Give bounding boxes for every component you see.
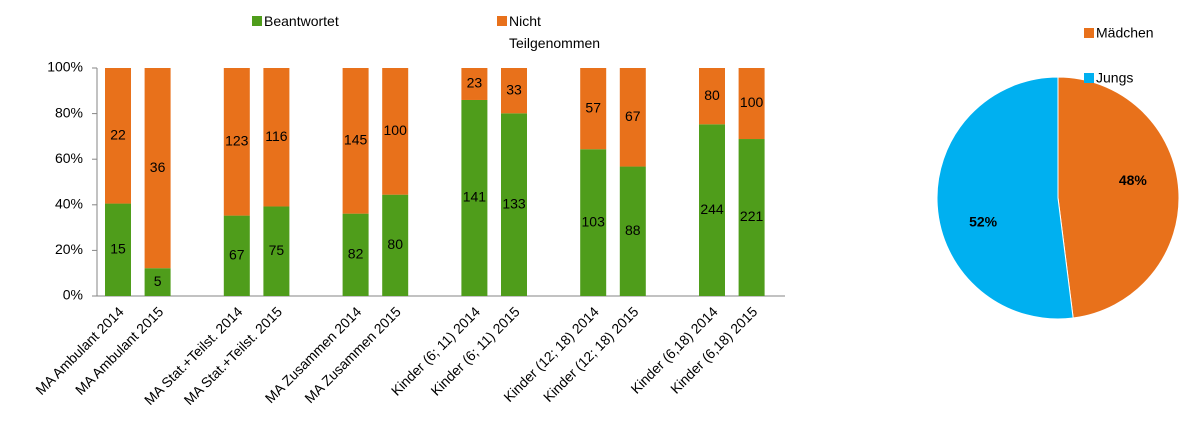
data-label: 244 <box>700 201 724 217</box>
legend-label: Beantwortet <box>264 13 339 29</box>
bar-segment <box>738 68 765 140</box>
y-tick-label: 80% <box>55 104 83 120</box>
data-label: 141 <box>463 189 487 205</box>
legend-entry: Nicht Teilgenommen <box>509 13 601 51</box>
data-label: 80 <box>704 87 720 103</box>
bar-segment <box>342 213 369 296</box>
bar-segment <box>223 68 250 216</box>
y-tick-label: 100% <box>47 59 83 75</box>
data-label: 116 <box>265 128 288 144</box>
bar-segment <box>580 68 607 150</box>
bar-segment <box>382 194 409 296</box>
y-tick-label: 20% <box>55 241 83 257</box>
legend-label: Nicht Teilgenommen <box>509 13 601 51</box>
data-label: 36 <box>150 159 166 175</box>
data-label: 5 <box>154 273 162 289</box>
bar-segment <box>699 124 725 296</box>
data-label: 67 <box>229 247 245 263</box>
data-label: 221 <box>740 208 764 224</box>
legend-label: Jungs <box>1096 70 1133 86</box>
y-tick-label: 40% <box>55 196 83 212</box>
data-label: 75 <box>269 242 285 258</box>
data-label: 103 <box>582 213 606 229</box>
data-label: 22 <box>110 126 126 142</box>
bar-segment <box>263 206 290 296</box>
legend-swatch <box>252 16 262 26</box>
bar-segment <box>699 68 725 125</box>
bar-segment <box>223 215 250 296</box>
legend-label: Mädchen <box>1096 25 1154 41</box>
bar-segment <box>144 68 171 269</box>
data-label: 80 <box>387 236 403 252</box>
legend-swatch <box>497 16 507 26</box>
bar-segment <box>342 68 369 214</box>
bar-segment <box>619 166 646 296</box>
pie-slice <box>1057 76 1180 319</box>
data-label: 15 <box>110 240 126 256</box>
data-label: 67 <box>625 108 641 124</box>
data-label: 100 <box>384 122 408 138</box>
bar-segment <box>501 113 527 296</box>
bar-segment <box>263 68 290 207</box>
bar-segment <box>144 268 171 296</box>
data-label: 145 <box>344 132 368 148</box>
bar-segment <box>461 68 488 100</box>
data-label: 33 <box>506 81 522 97</box>
data-label: 88 <box>625 222 641 238</box>
pie-slice <box>936 76 1074 320</box>
data-label: 123 <box>225 133 249 149</box>
bar-segment <box>105 68 131 204</box>
bar-segment <box>105 203 131 296</box>
data-label: 100 <box>740 94 764 110</box>
y-tick-label: 60% <box>55 150 83 166</box>
data-label: 133 <box>502 195 526 211</box>
bar-segment <box>619 68 646 167</box>
y-tick-label: 0% <box>63 287 83 303</box>
bar-segment <box>580 149 607 296</box>
legend-entry: Beantwortet <box>264 13 339 29</box>
data-label: 23 <box>467 75 483 91</box>
data-label: 82 <box>348 246 364 262</box>
legend-swatch <box>1084 73 1094 83</box>
bar-segment <box>382 68 409 195</box>
bar-segment <box>501 68 527 114</box>
bar-segment <box>738 139 765 296</box>
bar-segment <box>461 99 488 296</box>
legend-swatch <box>1084 28 1094 38</box>
data-label: 57 <box>585 99 601 115</box>
pie-label: 52% <box>969 213 998 229</box>
pie-label: 48% <box>1119 172 1148 188</box>
